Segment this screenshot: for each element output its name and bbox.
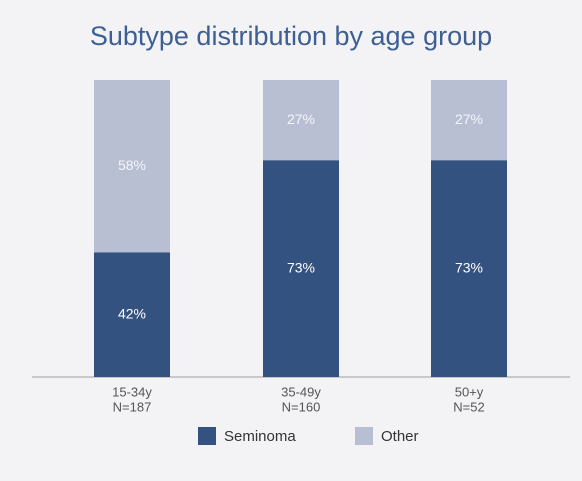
value-label: 42% <box>118 305 146 321</box>
legend-label: Seminoma <box>224 428 296 445</box>
value-label: 58% <box>118 157 146 173</box>
x-tick-label: N=52 <box>453 399 484 414</box>
value-label: 27% <box>287 111 315 127</box>
bar-segment <box>94 80 170 253</box>
legend-swatch <box>355 427 373 445</box>
bar-segment <box>431 80 507 161</box>
x-tick-label: 35-49y <box>281 384 321 399</box>
value-label: 73% <box>287 259 315 275</box>
bar-segment <box>263 80 339 161</box>
bar-segment <box>431 160 507 377</box>
value-label: 73% <box>455 259 483 275</box>
value-label: 27% <box>455 111 483 127</box>
x-tick-label: 15-34y <box>112 384 152 399</box>
bar-segment <box>94 252 170 377</box>
chart-title: Subtype distribution by age group <box>90 21 492 51</box>
legend-swatch <box>198 427 216 445</box>
x-tick-label: N=187 <box>113 399 152 414</box>
legend-label: Other <box>381 428 419 445</box>
bar-segment <box>263 160 339 377</box>
x-tick-label: N=160 <box>282 399 321 414</box>
x-tick-label: 50+y <box>455 384 484 399</box>
